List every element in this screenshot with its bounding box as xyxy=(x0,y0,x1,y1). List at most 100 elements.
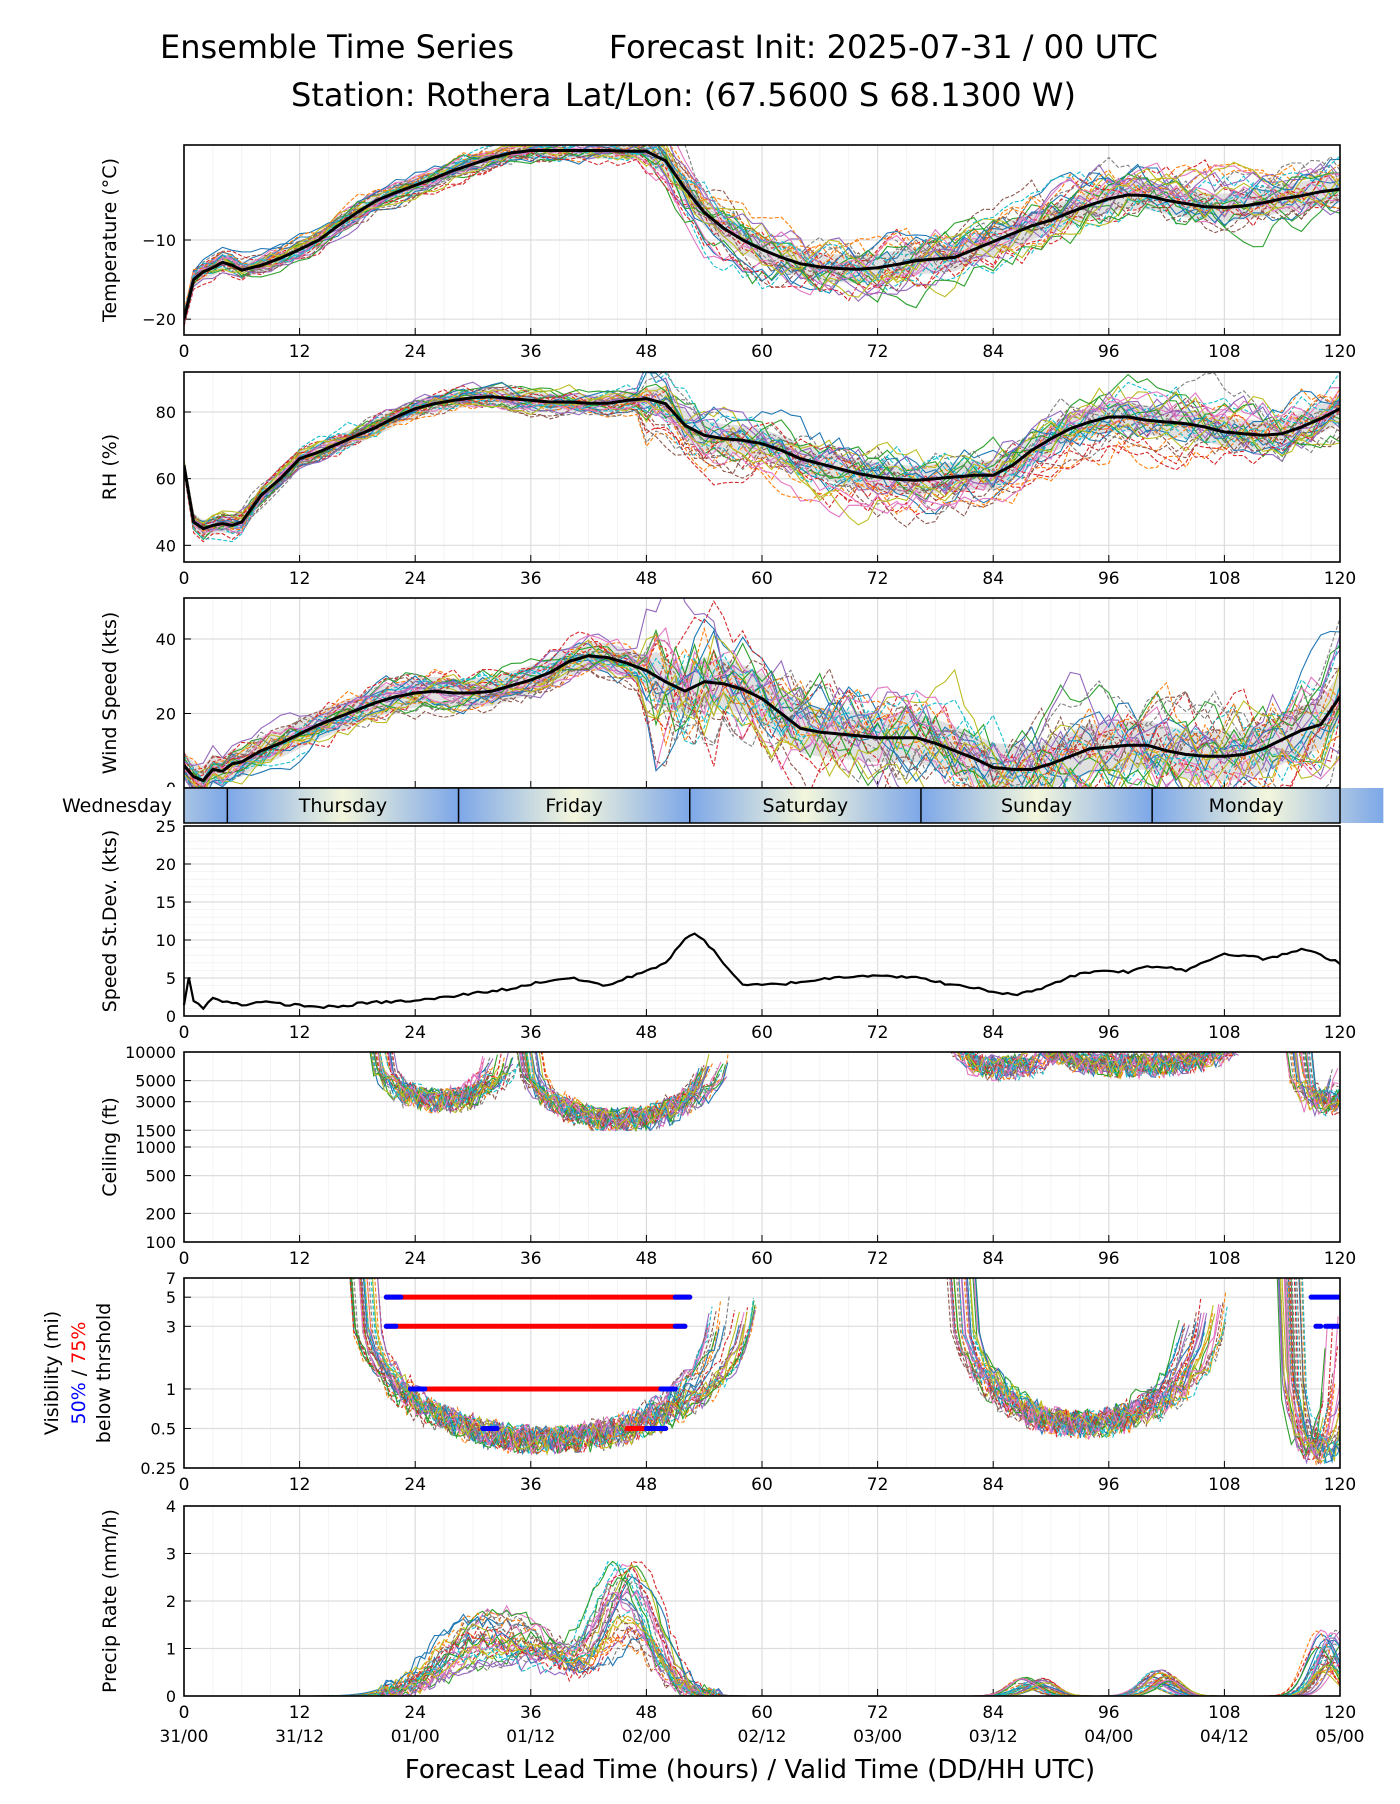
x-tick-label: 36 xyxy=(520,342,542,362)
y-tick-label: 40 xyxy=(156,630,176,649)
x-tick-label: 96 xyxy=(1098,342,1120,362)
day-label: Sunday xyxy=(1001,795,1072,817)
visibility-member-line xyxy=(1281,1278,1340,1463)
x-tick-label: 48 xyxy=(636,1249,658,1269)
visibility-member-line xyxy=(1301,1278,1340,1456)
x-tick-label: 72 xyxy=(867,1249,889,1269)
ceiling-member-line xyxy=(960,1052,1051,1078)
x-tick-label: 24 xyxy=(404,569,426,589)
valid-time-label: 02/12 xyxy=(738,1727,787,1747)
y-tick-label: 80 xyxy=(156,403,176,422)
ceiling-member-line xyxy=(530,1052,705,1132)
x-tick-label: 60 xyxy=(751,1023,773,1043)
ensemble-member-line xyxy=(184,399,1340,535)
y-tick-label: 20 xyxy=(156,855,176,874)
y-tick-label: 0 xyxy=(166,1007,176,1026)
ceiling-member-line xyxy=(959,1052,1030,1082)
x-tick-label: 96 xyxy=(1098,569,1120,589)
precip-member-line xyxy=(184,1615,1340,1696)
visibility-member-line xyxy=(958,1278,1229,1439)
valid-time-label: 04/12 xyxy=(1200,1727,1249,1747)
visibility-member-line xyxy=(956,1278,1226,1434)
visibility-member-line xyxy=(946,1278,1227,1436)
station-latlon: Lat/Lon: (67.5600 S 68.1300 W) xyxy=(565,76,1076,114)
x-tick-label: 24 xyxy=(404,1249,426,1269)
x-tick-label: 36 xyxy=(520,1023,542,1043)
x-tick-label: 24 xyxy=(404,342,426,362)
y-tick-label: 5 xyxy=(166,1288,176,1307)
x-tick-label: 0 xyxy=(179,569,190,589)
ensemble-member-line xyxy=(184,145,1340,316)
day-band xyxy=(689,788,921,823)
x-tick-label: 60 xyxy=(751,1703,773,1723)
ensemble-spread-band xyxy=(184,641,1340,788)
panel-plot-area xyxy=(184,145,1340,328)
panel-plot-area xyxy=(184,372,1340,543)
x-tick-label: 84 xyxy=(982,1023,1004,1043)
x-tick-label: 120 xyxy=(1324,342,1356,362)
ensemble-member-line xyxy=(184,147,1340,320)
y-axis-label: Ceiling (ft) xyxy=(99,1097,121,1197)
x-tick-label: 0 xyxy=(179,1475,190,1495)
ceiling-member-line xyxy=(379,1052,509,1113)
y-tick-label: 100 xyxy=(145,1233,176,1252)
ensemble-member-line xyxy=(184,640,1340,783)
label-75pct: 75% xyxy=(68,1322,90,1364)
ceiling-member-line xyxy=(374,1052,495,1113)
visibility-member-line xyxy=(950,1278,1192,1438)
visibility-member-line xyxy=(1279,1278,1339,1460)
panel-border xyxy=(183,1505,1341,1697)
x-tick-label: 0 xyxy=(179,1249,190,1269)
ensemble-member-line xyxy=(184,626,1340,788)
y-tick-label: 25 xyxy=(156,817,176,836)
ceiling-member-line xyxy=(379,1052,485,1108)
x-tick-label: 108 xyxy=(1208,1249,1240,1269)
ensemble-member-line xyxy=(184,384,1340,524)
x-tick-label: 108 xyxy=(1208,1475,1240,1495)
panel-border xyxy=(183,825,1341,1017)
ensemble-member-line xyxy=(184,650,1340,788)
visibility-member-line xyxy=(371,1278,748,1451)
visibility-y-label: Visibility (mi) 50% / 75% below thrshold xyxy=(41,1303,115,1443)
y-tick-label: −20 xyxy=(142,310,176,329)
ensemble-member-line xyxy=(184,386,1340,532)
day-band xyxy=(1152,788,1384,823)
y-axis-label-percent: 50% / 75% xyxy=(68,1322,90,1425)
x-tick-label: 48 xyxy=(636,1475,658,1495)
ceiling-member-line xyxy=(1048,1052,1205,1078)
y-axis-label: Visibility (mi) xyxy=(41,1311,63,1435)
header: Ensemble Time Series Forecast Init: 2025… xyxy=(0,0,1400,140)
ensemble-mean-line xyxy=(184,654,1340,783)
x-tick-label: 0 xyxy=(179,342,190,362)
ceiling-member-line xyxy=(1054,1052,1227,1075)
ensemble-member-line xyxy=(184,383,1340,531)
precip-member-line xyxy=(184,1561,1340,1696)
visibility-member-line xyxy=(1299,1278,1334,1464)
ceiling-member-line xyxy=(528,1052,703,1131)
panel-border xyxy=(183,144,1341,336)
x-tick-label: 12 xyxy=(289,1703,311,1723)
valid-time-label: 03/00 xyxy=(853,1727,902,1747)
ensemble-member-line xyxy=(184,145,1340,319)
ensemble-member-line xyxy=(184,390,1340,543)
panel-border xyxy=(183,371,1341,563)
y-tick-label: 4 xyxy=(166,1497,176,1516)
x-tick-label: 60 xyxy=(751,1249,773,1269)
y-tick-label: 3 xyxy=(166,1317,176,1336)
x-tick-label: 84 xyxy=(982,1475,1004,1495)
x-tick-label: 24 xyxy=(404,1703,426,1723)
day-band xyxy=(227,788,459,823)
x-tick-label: 72 xyxy=(867,1475,889,1495)
panel-border xyxy=(183,1051,1341,1243)
visibility-member-line xyxy=(374,1278,722,1455)
ceiling-member-line xyxy=(969,1052,1059,1082)
x-tick-label: 24 xyxy=(404,1023,426,1043)
x-tick-label: 120 xyxy=(1324,569,1356,589)
panel-wind: 0204001224364860728496108120Wind Speed (… xyxy=(99,597,1356,815)
x-tick-label: 96 xyxy=(1098,1703,1120,1723)
ceiling-member-line xyxy=(1304,1052,1334,1101)
day-label: Friday xyxy=(545,795,603,817)
valid-time-label: 01/12 xyxy=(506,1727,555,1747)
y-tick-label: 0.25 xyxy=(140,1459,176,1478)
panel-plot-area xyxy=(369,1052,1340,1133)
